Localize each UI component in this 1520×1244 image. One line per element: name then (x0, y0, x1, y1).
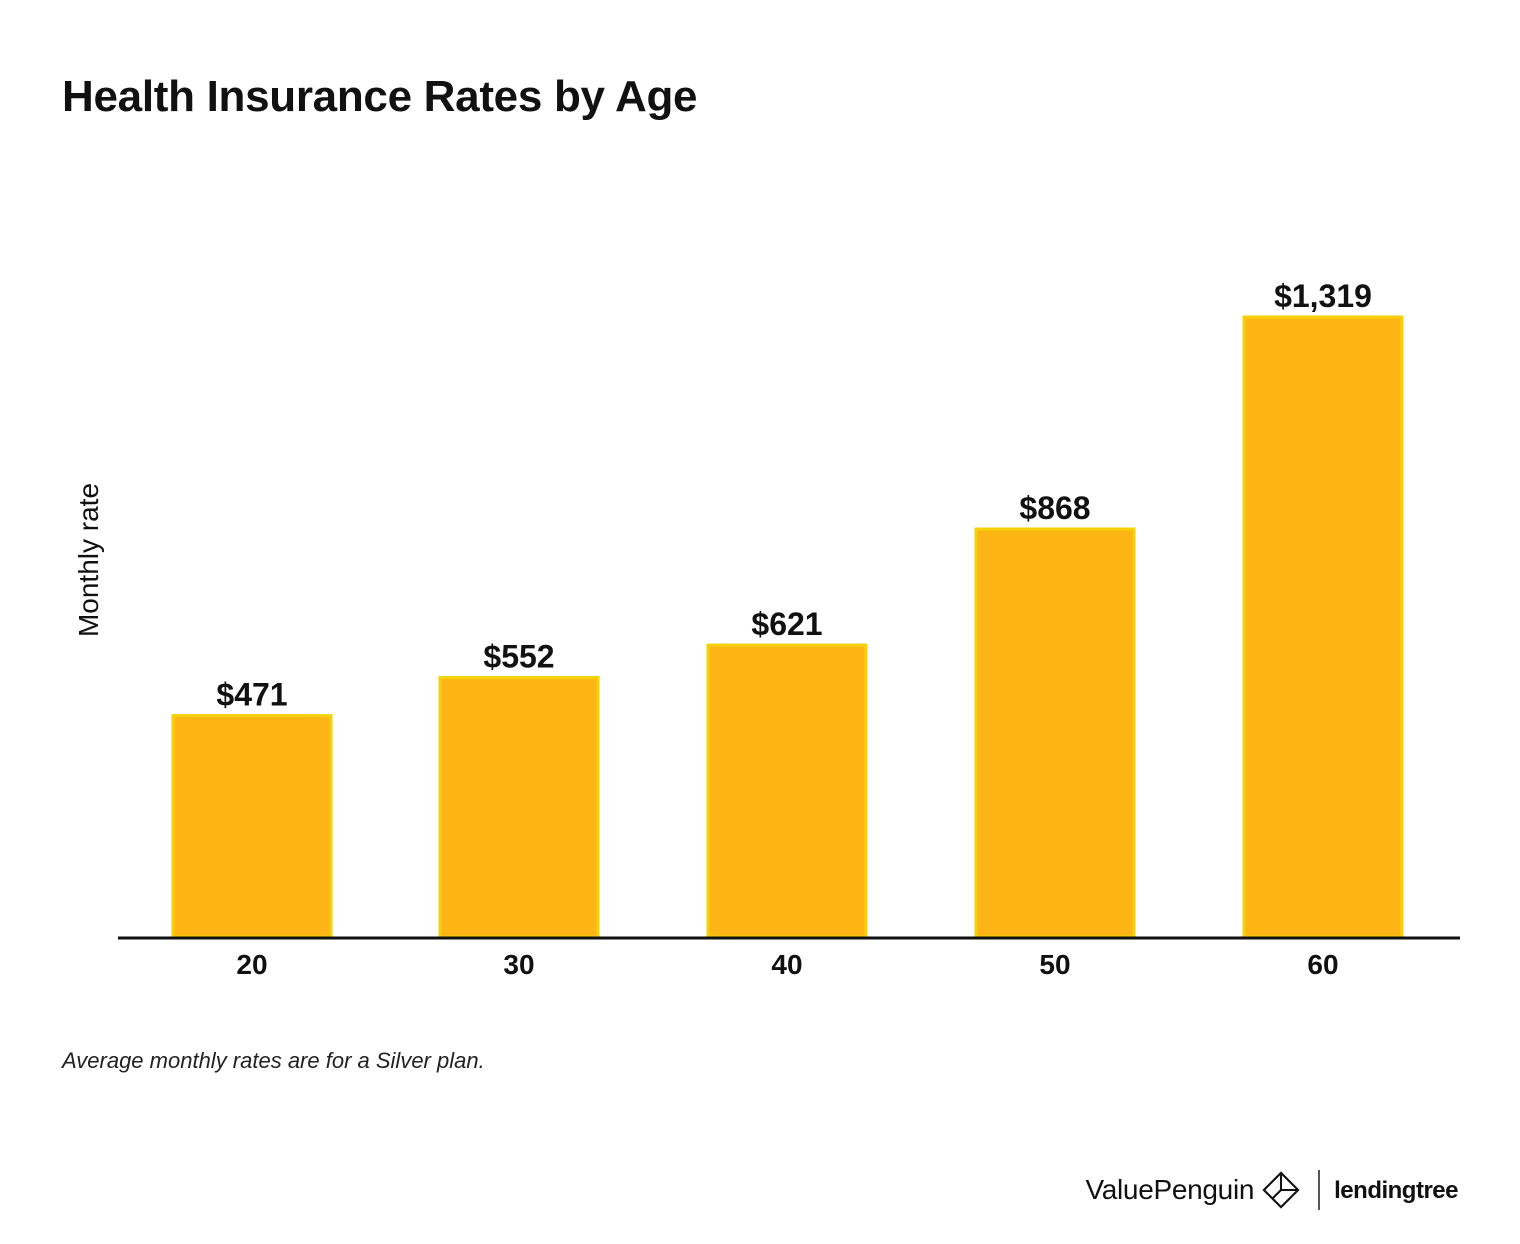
x-tick-label-50: 50 (1039, 949, 1070, 980)
lendingtree-lockup: lendingtree (1334, 1178, 1458, 1203)
y-axis-label: Monthly rate (73, 483, 104, 637)
bar-value-label-60: $1,319 (1274, 278, 1372, 314)
bar-labels-group: $471 $552 $621 $868 $1,319 (216, 278, 1372, 713)
bar-60 (1242, 315, 1404, 939)
bar-value-label-50: $868 (1019, 490, 1090, 526)
x-tick-labels-group: 20 30 40 50 60 (236, 949, 1338, 980)
bar-30 (438, 676, 600, 939)
bars-group (171, 315, 1404, 939)
x-tick-label-40: 40 (771, 949, 802, 980)
x-tick-label-20: 20 (236, 949, 267, 980)
bar-50 (974, 527, 1136, 939)
bar-20 (171, 714, 333, 939)
footnote: Average monthly rates are for a Silver p… (62, 1048, 485, 1073)
brand-lockup: ValuePenguin lendingtree (1085, 1166, 1458, 1214)
x-tick-label-30: 30 (503, 949, 534, 980)
lendingtree-wordmark: lendingtree (1334, 1176, 1458, 1204)
bar-value-label-30: $552 (483, 639, 554, 675)
brand-divider (1318, 1170, 1321, 1210)
bar-40 (706, 643, 868, 939)
valuepenguin-diamond-icon (1262, 1171, 1300, 1209)
valuepenguin-wordmark: ValuePenguin (1085, 1174, 1255, 1205)
chart-title: Health Insurance Rates by Age (62, 72, 698, 121)
bar-value-label-40: $621 (751, 606, 822, 642)
bar-value-label-20: $471 (216, 677, 287, 713)
x-tick-label-60: 60 (1307, 949, 1338, 980)
